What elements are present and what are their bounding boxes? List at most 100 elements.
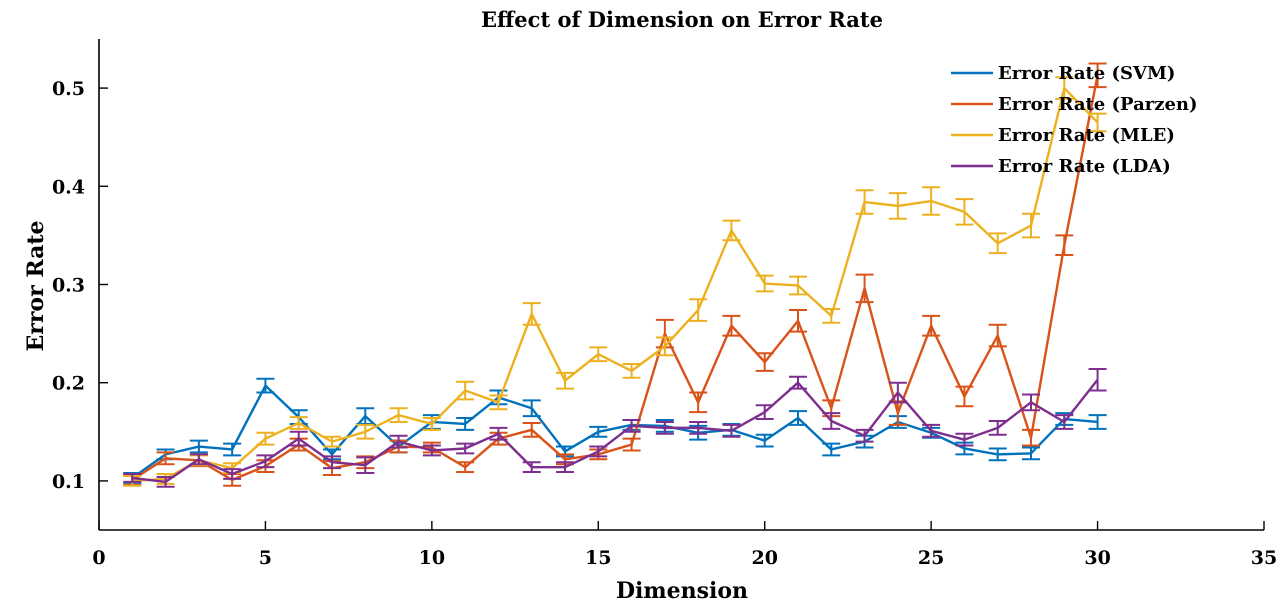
error-bar	[156, 451, 175, 466]
x-tick-label: 30	[1084, 547, 1110, 569]
error-bar	[223, 468, 242, 480]
legend-item: Error Rate (MLE)	[951, 125, 1175, 146]
error-bar	[556, 461, 574, 474]
error-bar	[988, 232, 1007, 255]
series-2	[123, 62, 1107, 487]
error-bar	[888, 381, 907, 404]
error-bar	[1088, 112, 1107, 133]
error-bar	[888, 192, 907, 220]
error-bar	[655, 336, 674, 357]
error-bar	[622, 419, 641, 433]
error-bar	[522, 302, 541, 326]
error-bar	[689, 298, 708, 322]
error-bar	[1088, 367, 1107, 392]
error-bar	[356, 423, 375, 440]
x-tick-label: 25	[918, 547, 944, 569]
error-bar	[755, 433, 774, 448]
error-bar	[1022, 393, 1040, 412]
error-bar	[256, 431, 275, 446]
error-bar	[256, 377, 275, 394]
series-line	[132, 86, 1099, 483]
error-bar	[389, 407, 408, 423]
error-bar	[256, 454, 275, 469]
error-bar	[722, 314, 741, 337]
error-bar	[755, 352, 774, 372]
error-bar	[789, 309, 807, 333]
y-tick-label: 0.1	[52, 471, 85, 493]
error-bar	[822, 412, 841, 430]
error-bar	[1088, 62, 1107, 89]
x-tick-label: 20	[751, 547, 777, 569]
error-bar	[356, 456, 375, 475]
legend-label: Error Rate (LDA)	[998, 156, 1171, 177]
series-line	[131, 75, 1099, 482]
error-bar	[422, 444, 441, 457]
legend-label: Error Rate (SVM)	[998, 63, 1175, 84]
error-bar	[955, 385, 974, 408]
error-bar	[422, 417, 441, 431]
error-bar	[622, 363, 641, 379]
error-bar	[922, 186, 941, 216]
series-line	[131, 384, 1098, 479]
error-bar	[988, 323, 1007, 348]
error-bar	[1022, 212, 1040, 239]
error-bar	[789, 375, 807, 390]
error-bar	[189, 453, 208, 466]
error-bar	[922, 423, 941, 438]
error-bar	[489, 426, 508, 441]
error-bar	[955, 198, 974, 226]
error-bar	[556, 371, 574, 390]
error-bar	[1088, 414, 1107, 430]
error-bar	[522, 399, 541, 418]
error-bar	[456, 417, 475, 431]
error-bar	[755, 404, 774, 421]
error-bar	[589, 425, 608, 438]
error-bar	[223, 442, 242, 457]
x-tick-label: 15	[585, 547, 611, 569]
legend-label: Error Rate (MLE)	[998, 125, 1175, 146]
error-bar	[622, 437, 641, 452]
error-bar	[1022, 446, 1040, 461]
x-tick-label: 0	[92, 547, 105, 569]
error-bar	[323, 435, 341, 448]
error-bar	[689, 420, 708, 435]
error-bar	[123, 473, 142, 483]
error-bar	[822, 442, 841, 457]
error-bar	[722, 423, 741, 438]
error-bar	[289, 430, 308, 447]
error-bar	[722, 219, 741, 242]
error-bar	[1055, 76, 1074, 100]
x-tick-label: 5	[259, 547, 272, 569]
y-axis-label: Error Rate	[23, 220, 49, 351]
error-bar	[522, 461, 541, 474]
error-bar	[789, 275, 807, 296]
legend-label: Error Rate (Parzen)	[998, 94, 1198, 115]
legend-item: Error Rate (LDA)	[951, 156, 1171, 177]
error-bar	[1022, 428, 1040, 447]
error-bar	[289, 416, 308, 430]
error-bar	[855, 428, 874, 443]
plot-area	[123, 62, 1107, 488]
error-bar	[323, 455, 341, 470]
error-bar	[789, 410, 807, 426]
y-tick-label: 0.3	[52, 275, 85, 297]
error-bar	[855, 273, 874, 304]
error-bar	[988, 447, 1007, 462]
y-tick-label: 0.5	[52, 78, 85, 100]
x-axis-label: Dimension	[616, 578, 748, 604]
legend-item: Error Rate (SVM)	[951, 63, 1175, 84]
error-bar	[389, 434, 408, 449]
error-bar	[655, 420, 674, 435]
error-bar	[489, 394, 508, 411]
error-bar	[589, 445, 608, 458]
error-bar	[888, 400, 907, 426]
y-tick-label: 0.4	[52, 176, 85, 198]
error-bar	[156, 475, 175, 488]
error-bar	[955, 432, 974, 447]
series-4	[123, 367, 1107, 488]
axes: 0 5 10 15 20 25 30 35 0.1 0.2 0.3 0.4 0.5	[52, 39, 1277, 569]
error-bar	[456, 442, 475, 455]
error-bar	[456, 380, 475, 401]
legend: Error Rate (SVM) Error Rate (Parzen) Error…	[951, 63, 1198, 177]
